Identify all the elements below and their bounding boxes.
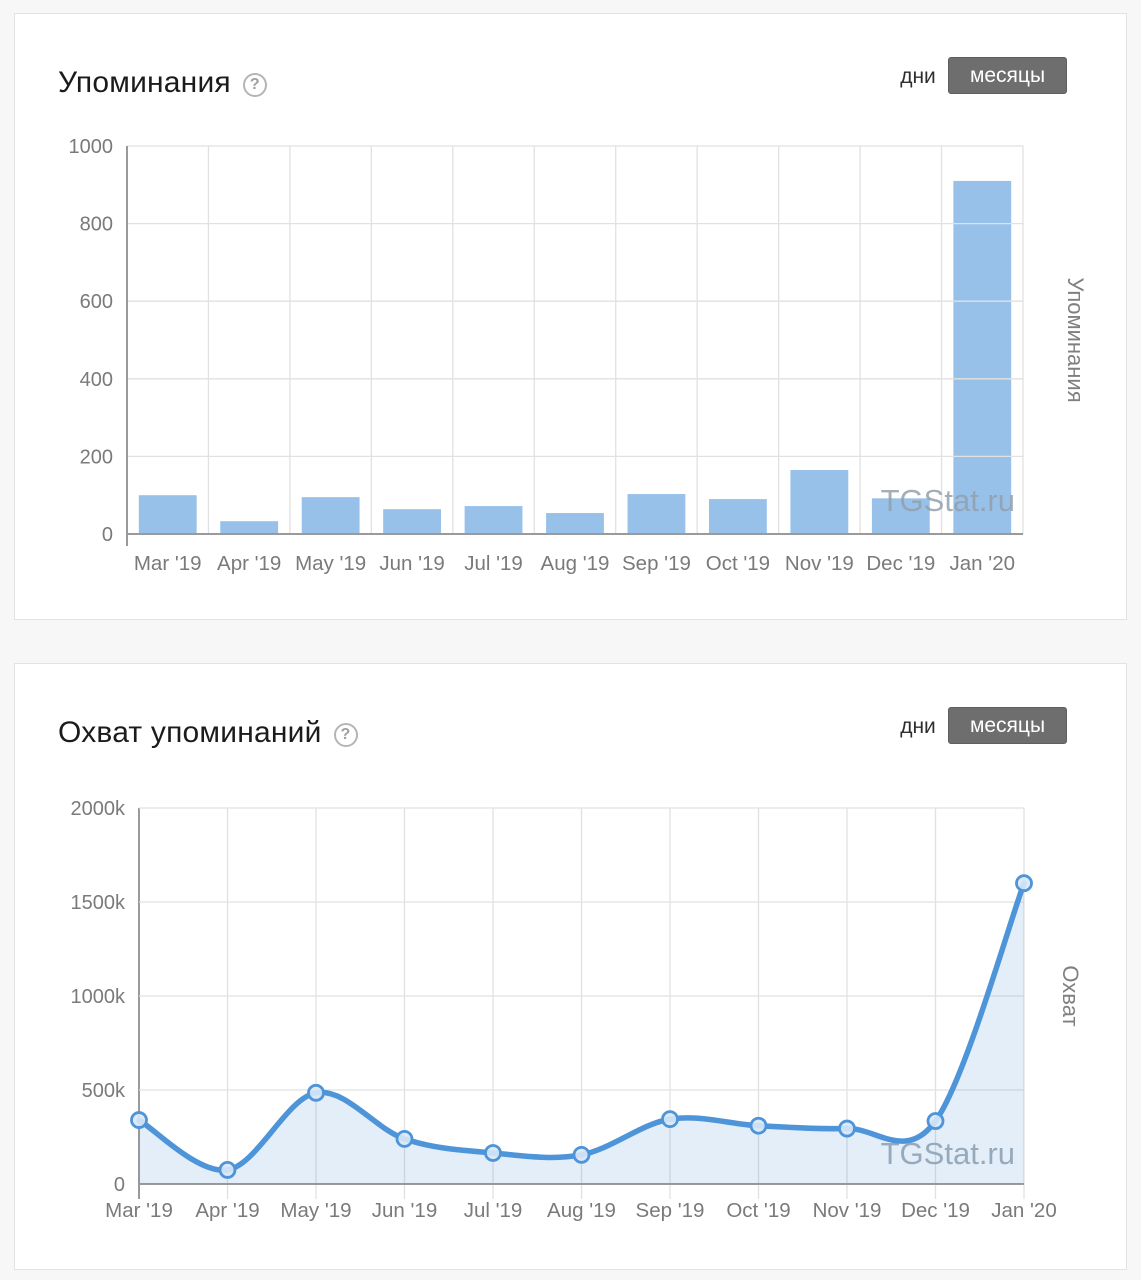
bar-1 [220, 521, 279, 534]
x-tick-label: Aug '19 [547, 1199, 616, 1222]
mentions-panel: 0 200 400 600 800 1000 TGStat.ru Упоминания Mar … [14, 13, 1127, 620]
data-point-6 [661, 1110, 679, 1129]
reach-title-row: Охват упоминаний ? [58, 716, 358, 750]
x-tick-label: May '19 [295, 552, 366, 575]
help-icon[interactable]: ? [242, 73, 267, 97]
bar-9 [871, 498, 930, 534]
reach-area-chart[interactable]: 0500k1000k1500k2000kTGStat.ruОхватMar '1… [15, 664, 1128, 1272]
data-point-0 [130, 1111, 148, 1129]
y-tick-label: 600 [80, 291, 113, 313]
x-tick-label: Jan '20 [950, 552, 1015, 575]
data-point-5 [572, 1145, 591, 1164]
x-tick-label: Apr '19 [195, 1199, 259, 1222]
x-tick-label: Sep '19 [636, 1199, 705, 1222]
x-tick-label: Oct '19 [726, 1199, 790, 1222]
x-tick-label: Mar '19 [134, 552, 202, 575]
bar-5 [546, 513, 604, 534]
data-point-10 [1015, 874, 1033, 893]
x-tick-label: Mar '19 [105, 1199, 173, 1222]
toggle-days-button[interactable]: дни [900, 65, 936, 88]
x-tick-label: Jun '19 [372, 1199, 437, 1222]
data-point-4 [484, 1144, 502, 1162]
x-tick-label: Dec '19 [901, 1199, 970, 1222]
mentions-title-row: Упоминания ? [58, 66, 267, 100]
tgstat-watermark: TGStat.ru [881, 483, 1015, 518]
panel-title: Охват упоминаний [58, 716, 322, 749]
x-tick-label: Nov '19 [785, 552, 854, 575]
x-tick-label: Oct '19 [706, 552, 770, 575]
toggle-months-button[interactable]: месяцы [948, 707, 1067, 744]
data-point-3 [395, 1129, 414, 1148]
toggle-months-button[interactable]: месяцы [948, 57, 1067, 94]
bar-2 [301, 497, 360, 534]
bar-0 [138, 495, 197, 534]
reach-panel: 0500k1000k1500k2000kTGStat.ruОхватMar '1… [14, 663, 1127, 1270]
y-tick-label: 2000k [71, 798, 126, 820]
y-axis-title: Охват [1058, 965, 1083, 1026]
x-tick-label: Jan '20 [991, 1199, 1056, 1222]
x-tick-label: Sep '19 [622, 552, 691, 575]
x-tick-label: Aug '19 [541, 552, 610, 575]
y-tick-label: 0 [102, 524, 113, 546]
y-tick-label: 1000k [71, 986, 126, 1008]
bar-8 [790, 469, 849, 534]
bar-7 [708, 499, 767, 534]
mentions-bar-chart[interactable]: 0 200 400 600 800 1000 TGStat.ru Упоминания Mar … [15, 14, 1128, 621]
area-fill [139, 883, 1024, 1184]
y-tick-label: 800 [80, 214, 113, 236]
toggle-days-button[interactable]: дни [900, 715, 936, 738]
x-tick-label: May '19 [280, 1199, 351, 1222]
y-tick-label: 400 [80, 369, 113, 391]
y-tick-label: 1000 [69, 136, 114, 158]
reach-line [136, 880, 1027, 1173]
help-icon[interactable]: ? [333, 723, 358, 747]
x-tick-label: Nov '19 [813, 1199, 882, 1222]
x-tick-label: Dec '19 [866, 552, 935, 575]
x-tick-label: Jul '19 [464, 1199, 523, 1222]
y-tick-label: 500k [82, 1080, 126, 1102]
panel-title: Упоминания [58, 66, 231, 99]
data-point-9 [926, 1112, 945, 1130]
bar-10 [953, 180, 1012, 535]
y-axis-title: Упоминания [1063, 277, 1088, 402]
data-point-7 [749, 1116, 768, 1135]
data-point-2 [307, 1083, 325, 1102]
x-tick-label: Jul '19 [464, 552, 523, 575]
y-tick-label: 0 [114, 1174, 125, 1196]
x-tick-label: Jun '19 [379, 552, 444, 575]
x-tick-label: Apr '19 [217, 552, 281, 575]
bar-3 [383, 509, 442, 534]
y-tick-label: 200 [80, 446, 113, 468]
data-point-8 [838, 1119, 856, 1138]
data-point-1 [218, 1160, 237, 1179]
bar-6 [627, 494, 686, 534]
bar-4 [464, 506, 523, 534]
y-tick-label: 1500k [71, 892, 126, 914]
